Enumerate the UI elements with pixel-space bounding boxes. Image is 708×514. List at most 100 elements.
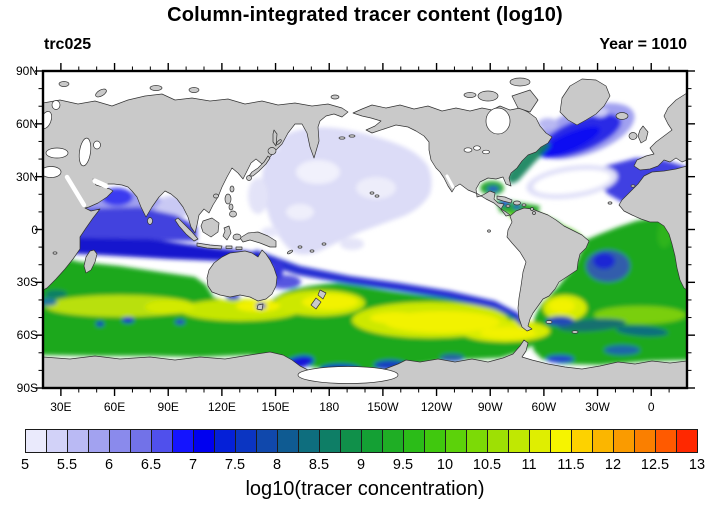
island-sri-lanka [147, 217, 153, 225]
ross-ice-shelf [297, 366, 399, 384]
lon-tick-label: 150E [261, 400, 290, 414]
colorbar-tick-label: 12 [604, 457, 622, 473]
island-aleutian1 [348, 134, 356, 138]
colorbar-cell [88, 429, 110, 453]
island-britain [637, 125, 649, 144]
lon-tick-label: 60W [531, 400, 557, 414]
plot-title: Column-integrated tracer content (log10) [167, 4, 563, 26]
island-sulawesi [222, 225, 232, 241]
island-kyushu [246, 175, 252, 181]
island-canary [630, 184, 636, 188]
lake-erie-ontario [482, 149, 490, 155]
colorbar-cell [109, 429, 131, 453]
colorbar-cell [277, 429, 299, 453]
bay-hudson [485, 107, 511, 135]
island-borneo [200, 217, 220, 238]
island-luzon [224, 193, 232, 205]
colorbar-cell [151, 429, 173, 453]
island-sunda2 [235, 246, 243, 250]
island-baffin [511, 89, 539, 113]
island-java [196, 242, 223, 250]
colorbar-cell [319, 429, 341, 453]
island-fiji [309, 249, 315, 253]
colorbar-cell [466, 429, 488, 453]
colorbar-cell [361, 429, 383, 453]
island-sakhalin [272, 129, 278, 147]
lon-tick-label: 90E [157, 400, 179, 414]
inland-seas-layer [43, 100, 511, 384]
lon-tick-label: 0 [647, 400, 655, 414]
colorbar-cell [571, 429, 593, 453]
sea-caspian [78, 137, 92, 167]
lon-tick-label: 150W [367, 400, 399, 414]
island-antilles2 [532, 211, 536, 215]
island-severnaya [149, 85, 163, 91]
colorbar-cell [550, 429, 572, 453]
colorbar-cell [130, 429, 152, 453]
island-nz-south [310, 297, 322, 310]
colorbar-tick-label: 9.5 [392, 457, 414, 473]
island-antilles1 [530, 207, 534, 211]
island-caledonia [286, 249, 294, 255]
sea-mediterranean-east [43, 166, 62, 178]
island-sunda [225, 245, 233, 249]
colorbar-tick-label: 10.5 [472, 457, 502, 473]
colorbar-cell [214, 429, 236, 453]
lake-superior [463, 147, 473, 153]
colorbar-cell [592, 429, 614, 453]
island-puerto-rico [521, 203, 527, 207]
island-birds-head [232, 233, 242, 241]
island-cuba [496, 195, 513, 204]
island-galapagos [487, 229, 491, 233]
lake-huron [473, 145, 481, 151]
colorbar-cell [256, 429, 278, 453]
lon-tick-label: 120E [207, 400, 236, 414]
island-new-guinea [239, 231, 277, 248]
island-aleutian2 [338, 136, 346, 140]
island-nz-north [317, 289, 327, 300]
colorbar-tick-label: 5.5 [56, 457, 78, 473]
sea-white [51, 100, 61, 110]
island-ireland [628, 132, 638, 140]
sea-black [45, 147, 69, 159]
colorbar-tick-label: 11.5 [557, 457, 585, 473]
colorbar-tick-label: 8.5 [308, 457, 330, 473]
lon-tick-label: 90W [477, 400, 503, 414]
axis-ticks [35, 63, 695, 396]
landmass-europe-west [633, 92, 687, 171]
colorbar-cell [67, 429, 89, 453]
colorbar-cell [613, 429, 635, 453]
island-south-georgia [571, 330, 579, 334]
island-comoros [52, 251, 58, 255]
island-tasmania [256, 303, 264, 311]
colorbar-tick-label: 12.5 [640, 457, 670, 473]
island-novaya-zemlya [95, 88, 107, 98]
island-kuril [276, 139, 282, 145]
landmass-eurasia-africa-east [43, 93, 349, 291]
island-falklands [545, 320, 553, 324]
colorbar-cell [46, 429, 68, 453]
lon-tick-label: 180 [319, 400, 340, 414]
lat-tick-label: 0 [31, 222, 38, 237]
colorbar-cell [676, 429, 698, 453]
island-taiwan [229, 185, 235, 193]
lat-tick-label: 30S [16, 275, 38, 290]
island-ellesmere [509, 77, 531, 87]
island-mindanao [229, 210, 237, 218]
landmass-south-america [506, 207, 590, 332]
colorbar-cell [382, 429, 404, 453]
colorbar-tick-label: 10 [436, 457, 454, 473]
colorbar-cell [193, 429, 215, 453]
island-samoa [321, 242, 327, 246]
colorbar-cell [172, 429, 194, 453]
island-iceland [615, 112, 629, 120]
gulf-california [445, 174, 455, 189]
colorbar-tick-label: 13 [688, 457, 706, 473]
island-madagascar [83, 249, 98, 274]
plot-label-left: trc025 [44, 36, 92, 53]
gulf-persian [92, 178, 109, 189]
colorbar-cell [634, 429, 656, 453]
colorbar-cell [508, 429, 530, 453]
colorbar-tick-label: 11 [521, 457, 537, 473]
colorbar-cell [487, 429, 509, 453]
